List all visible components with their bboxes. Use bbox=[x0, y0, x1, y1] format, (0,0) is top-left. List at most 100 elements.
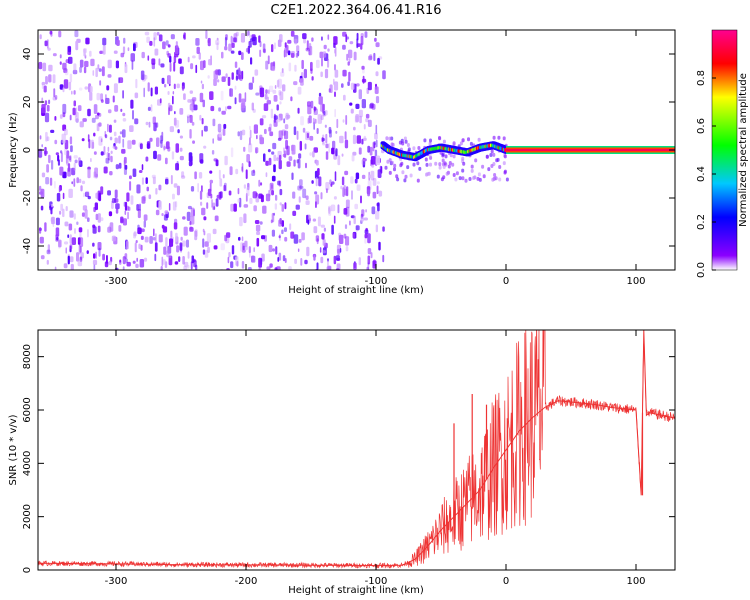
snr-x-ticks: -300 -200 -100 0 100 bbox=[105, 330, 646, 587]
heatmap-cell bbox=[230, 147, 234, 158]
heatmap-cell bbox=[300, 116, 304, 126]
heatmap-cell bbox=[134, 118, 139, 125]
heatmap-cell bbox=[462, 161, 466, 166]
heatmap-cell bbox=[154, 253, 157, 262]
heatmap-cell bbox=[224, 46, 228, 51]
heatmap-cell bbox=[255, 92, 260, 96]
heatmap-cell bbox=[259, 41, 262, 48]
heatmap-cell bbox=[97, 64, 100, 70]
heatmap-cell bbox=[234, 61, 238, 68]
heatmap-cell bbox=[173, 83, 176, 90]
heatmap-cell bbox=[72, 107, 76, 116]
heatmap-cell bbox=[372, 191, 377, 199]
heatmap-cell bbox=[119, 259, 122, 263]
heatmap-cell bbox=[377, 57, 380, 65]
heatmap-cell bbox=[50, 217, 54, 222]
heatmap-cell bbox=[304, 143, 307, 150]
heatmap-cell bbox=[354, 178, 358, 184]
heatmap-cell bbox=[179, 242, 183, 251]
heatmap-cell bbox=[105, 97, 110, 104]
heatmap-cell bbox=[332, 140, 336, 150]
heatmap-cell bbox=[62, 87, 65, 93]
heatmap-cell bbox=[305, 47, 310, 52]
heatmap-cell bbox=[158, 184, 162, 191]
heatmap-cell bbox=[353, 51, 357, 61]
heatmap-cell bbox=[249, 38, 254, 42]
heatmap-cell bbox=[482, 174, 486, 179]
heatmap-cell bbox=[248, 246, 251, 254]
heatmap-cell bbox=[345, 206, 350, 217]
heatmap-cell bbox=[337, 204, 340, 214]
x-tick-label: -200 bbox=[235, 276, 258, 287]
heatmap-cell bbox=[235, 75, 238, 81]
heatmap-cell bbox=[378, 241, 381, 251]
heatmap-cell bbox=[265, 193, 271, 202]
x-tick-label: -300 bbox=[105, 576, 128, 587]
heatmap-cell bbox=[455, 171, 459, 176]
heatmap-cell bbox=[172, 91, 175, 95]
heatmap-cell bbox=[227, 105, 232, 110]
heatmap-cell bbox=[265, 89, 268, 94]
heatmap-cell bbox=[52, 219, 55, 227]
heatmap-cell bbox=[365, 209, 367, 213]
heatmap-cell bbox=[118, 77, 124, 83]
heatmap-cell bbox=[342, 44, 346, 50]
y-tick-label: 4000 bbox=[22, 451, 33, 476]
heatmap-cell bbox=[375, 210, 380, 220]
heatmap-cell bbox=[313, 255, 316, 261]
heatmap-cell bbox=[108, 211, 113, 217]
spectrogram-heatmap bbox=[38, 30, 675, 270]
heatmap-cell bbox=[87, 168, 91, 179]
heatmap-cell bbox=[106, 255, 108, 264]
heatmap-cell bbox=[238, 93, 242, 103]
heatmap-cell bbox=[230, 203, 234, 212]
heatmap-cell bbox=[347, 61, 350, 66]
heatmap-cell bbox=[99, 50, 103, 54]
heatmap-cell bbox=[93, 264, 96, 270]
y-tick-label: 6000 bbox=[22, 397, 33, 422]
heatmap-cell bbox=[92, 70, 95, 76]
heatmap-cell bbox=[241, 236, 244, 242]
heatmap-cell bbox=[114, 105, 119, 112]
heatmap-cell bbox=[173, 62, 176, 72]
heatmap-cell bbox=[127, 206, 131, 211]
heatmap-cell bbox=[274, 42, 276, 50]
heatmap-cell bbox=[131, 139, 136, 145]
heatmap-cell bbox=[283, 227, 287, 232]
heatmap-cell bbox=[170, 34, 175, 40]
heatmap-cell bbox=[71, 181, 73, 185]
heatmap-cell bbox=[202, 249, 206, 255]
y-tick-label: 0 bbox=[22, 567, 33, 573]
heatmap-cell bbox=[154, 48, 159, 56]
heatmap-cell bbox=[371, 164, 375, 168]
heatmap-cell bbox=[92, 242, 95, 247]
heatmap-cell bbox=[98, 136, 103, 146]
heatmap-cell bbox=[93, 132, 96, 137]
heatmap-cell bbox=[317, 216, 321, 227]
heatmap-cell bbox=[179, 135, 183, 139]
heatmap-cell bbox=[155, 233, 157, 243]
heatmap-cell bbox=[238, 50, 242, 56]
heatmap-cell bbox=[52, 74, 56, 84]
heatmap-cell bbox=[255, 192, 258, 197]
heatmap-cell bbox=[40, 205, 44, 211]
heatmap-cell bbox=[334, 69, 339, 78]
heatmap-cell bbox=[320, 71, 323, 78]
heatmap-cell bbox=[291, 172, 294, 180]
heatmap-cell bbox=[81, 138, 85, 142]
heatmap-cell bbox=[154, 86, 158, 95]
heatmap-cell bbox=[393, 167, 396, 172]
heatmap-cell bbox=[199, 153, 204, 163]
heatmap-cell bbox=[328, 126, 332, 134]
heatmap-cell bbox=[249, 129, 252, 139]
heatmap-cell bbox=[151, 63, 155, 70]
heatmap-cell bbox=[109, 136, 113, 141]
heatmap-cell bbox=[211, 150, 215, 155]
heatmap-cell bbox=[341, 83, 344, 88]
heatmap-cell bbox=[150, 87, 153, 97]
heatmap-cell bbox=[491, 177, 495, 182]
heatmap-cell bbox=[252, 108, 256, 113]
heatmap-cell bbox=[370, 156, 376, 165]
heatmap-cell bbox=[120, 52, 125, 58]
heatmap-cell bbox=[288, 62, 292, 72]
